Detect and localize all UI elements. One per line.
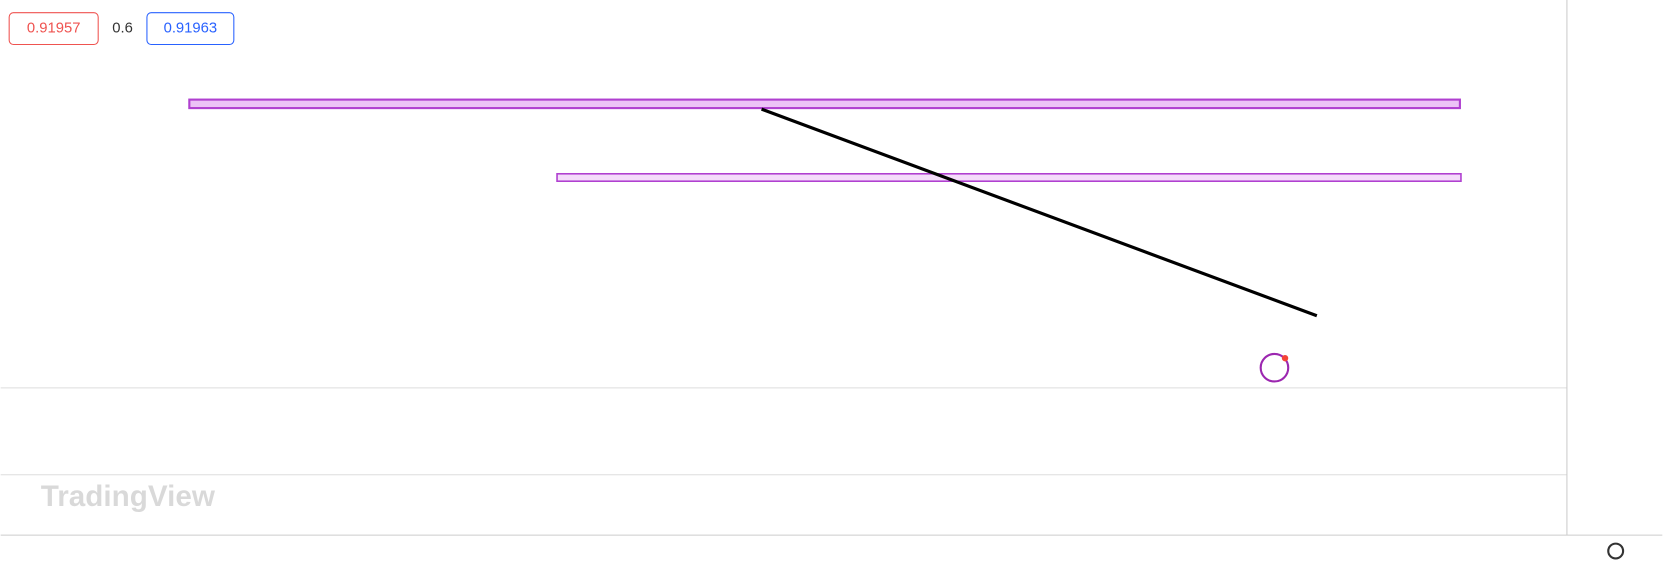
watermark: TradingView xyxy=(41,480,216,513)
spread: 0.6 xyxy=(112,21,133,37)
zone xyxy=(188,98,1461,110)
ask-box[interactable] xyxy=(146,12,235,46)
bid-box[interactable] xyxy=(8,12,99,46)
ask: 0.91963 xyxy=(164,21,218,37)
settings-icon[interactable] xyxy=(1607,542,1625,560)
alert-dot xyxy=(1281,355,1289,362)
alert-icon[interactable] xyxy=(1259,352,1290,383)
zone xyxy=(556,172,1462,183)
trendline xyxy=(761,107,1318,318)
bid: 0.91957 xyxy=(27,21,81,37)
